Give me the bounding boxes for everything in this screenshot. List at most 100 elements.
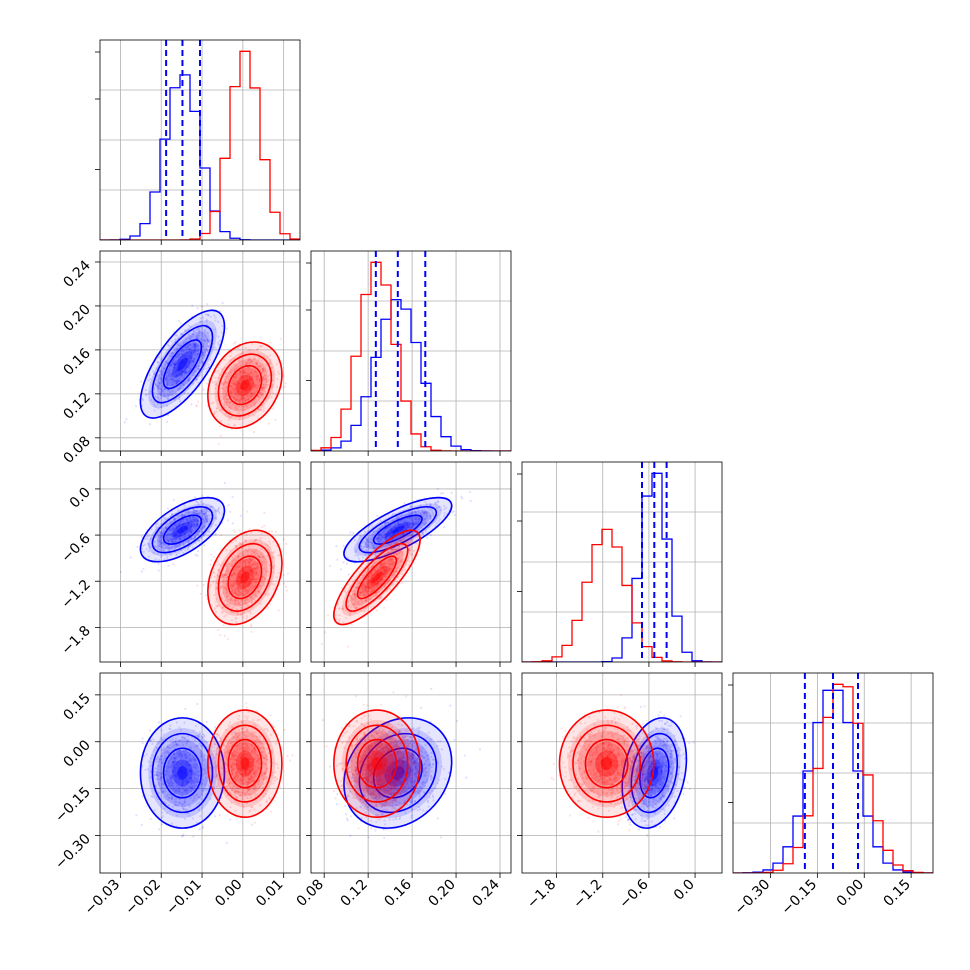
scatter-point [226, 576, 229, 579]
scatter-point [175, 374, 178, 377]
scatter-point [415, 518, 418, 521]
scatter-point [178, 535, 182, 538]
scatter-point [175, 534, 179, 537]
scatter-point [212, 381, 215, 384]
scatter-point [355, 548, 358, 552]
scatter-point [157, 384, 160, 388]
scatter-point [183, 532, 186, 535]
scatter-point [167, 541, 170, 544]
scatter-point [161, 370, 164, 373]
scatter-point [372, 585, 376, 589]
scatter-point [187, 541, 190, 544]
scatter-point [218, 339, 222, 342]
scatter-point [235, 566, 238, 569]
scatter-point [371, 573, 374, 576]
scatter-point [237, 399, 240, 402]
scatter-point [423, 514, 426, 517]
scatter-point [264, 377, 267, 381]
scatter-point [253, 570, 256, 573]
scatter-point [171, 529, 174, 532]
scatter-point [246, 560, 250, 563]
scatter-point [368, 579, 371, 583]
scatter-point [205, 320, 208, 323]
scatter-point [186, 518, 189, 521]
scatter-point [358, 537, 361, 540]
scatter-point [236, 578, 239, 581]
scatter-point [415, 522, 418, 526]
scatter-point [190, 521, 193, 524]
scatter-point [367, 575, 371, 578]
scatter-point [250, 531, 253, 534]
scatter-point [251, 563, 255, 566]
scatter-point [236, 593, 239, 596]
scatter-point [387, 526, 391, 529]
scatter-point [253, 357, 256, 360]
scatter-point [234, 408, 237, 411]
scatter-point [205, 510, 209, 513]
scatter-point [229, 401, 232, 405]
scatter-point [225, 327, 228, 330]
scatter-point [196, 367, 199, 371]
scatter-point [185, 354, 188, 357]
scatter-point [253, 576, 256, 579]
scatter-point [201, 352, 204, 355]
scatter-point [249, 558, 253, 561]
scatter-point [408, 513, 411, 516]
scatter-point [183, 514, 186, 517]
contour-line [372, 514, 423, 545]
scatter-point [253, 571, 256, 574]
scatter-point [254, 375, 257, 379]
scatter-point [193, 374, 196, 377]
scatter-point [190, 362, 193, 365]
scatter-point [264, 365, 267, 368]
scatter-point [206, 313, 209, 316]
scatter-point [270, 385, 274, 388]
scatter-point [173, 533, 177, 536]
scatter-point [252, 580, 256, 583]
scatter-point [406, 523, 409, 526]
scatter-point [173, 534, 176, 537]
scatter-point [385, 571, 388, 574]
scatter-point [164, 379, 167, 382]
scatter-point [189, 325, 193, 328]
scatter-point [232, 383, 235, 386]
scatter-point [261, 561, 264, 564]
scatter-point [251, 392, 254, 395]
scatter-point [195, 520, 199, 523]
scatter-point [239, 398, 242, 401]
scatter-point [243, 586, 246, 589]
scatter-point [191, 520, 194, 524]
scatter-point [248, 610, 252, 613]
scatter-point [382, 575, 386, 578]
scatter-point [225, 600, 228, 603]
scatter-point [238, 401, 241, 404]
scatter-point [217, 343, 220, 346]
scatter-point [160, 535, 163, 538]
scatter-point [226, 401, 229, 404]
scatter-point [171, 362, 175, 365]
scatter-point [376, 536, 379, 540]
scatter-point [407, 527, 410, 530]
scatter-point [162, 389, 165, 392]
scatter-point [185, 519, 188, 522]
scatter-point [175, 525, 178, 529]
scatter-point [179, 359, 182, 362]
scatter-point [160, 378, 163, 381]
scatter-point [182, 382, 185, 386]
scatter-point [185, 347, 189, 350]
scatter-point [202, 353, 205, 356]
scatter-point [174, 369, 178, 372]
scatter-point [231, 387, 234, 390]
scatter-point [236, 587, 239, 590]
scatter-point [229, 598, 232, 601]
scatter-point [198, 331, 201, 334]
scatter-point [199, 500, 202, 503]
scatter-point [171, 351, 174, 355]
scatter-point [229, 549, 232, 552]
scatter-point [211, 571, 214, 574]
scatter-point [249, 569, 252, 572]
scatter-point [435, 507, 438, 510]
scatter-point [373, 543, 376, 546]
scatter-point [227, 504, 230, 507]
scatter-point [262, 406, 265, 410]
